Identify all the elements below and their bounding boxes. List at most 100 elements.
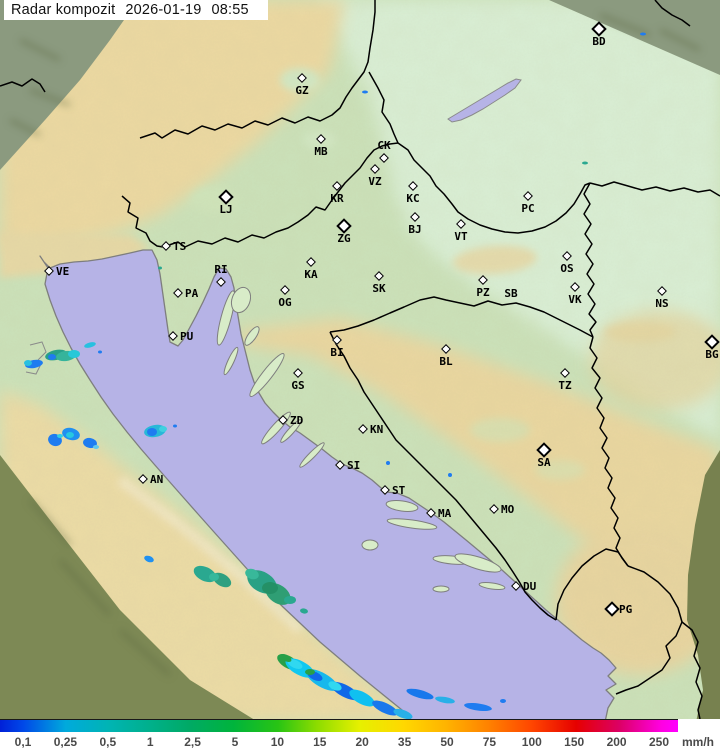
- city-label-gz: GZ: [295, 84, 309, 97]
- diamond-icon: [278, 415, 288, 425]
- scale-tick: 1: [146, 735, 154, 749]
- city-label-du: DU: [523, 580, 537, 593]
- diamond-icon: [426, 508, 436, 518]
- city-label-vz: VZ: [368, 175, 382, 188]
- city-label-sa: SA: [537, 456, 551, 469]
- scale-tick: 100: [521, 735, 542, 749]
- city-label-mb: MB: [314, 145, 328, 158]
- rain-echo: [464, 703, 492, 711]
- city-label-ma: MA: [438, 507, 452, 520]
- diamond-icon: [358, 424, 368, 434]
- city-label-gs: GS: [291, 379, 305, 392]
- city-label-pg: PG: [619, 603, 633, 616]
- scale-tick: 0,25: [53, 735, 78, 749]
- scale-tick: 0,1: [14, 735, 32, 749]
- rain-echo: [305, 669, 315, 675]
- diamond-icon: [332, 335, 342, 345]
- city-label-sk: SK: [372, 282, 386, 295]
- scale-tick: 2,5: [184, 735, 201, 749]
- city-label-bd: BD: [592, 35, 606, 48]
- diamond-icon: [441, 344, 451, 354]
- diamond-icon: [44, 266, 54, 276]
- title-bar: Radar kompozit 2026-01-19 08:55: [4, 0, 268, 20]
- scale-tick: 10: [270, 735, 285, 749]
- diamond-icon: [523, 191, 533, 201]
- country-borders: [0, 0, 720, 719]
- scale-tick: 250: [648, 735, 670, 749]
- scale-tick: 200: [606, 735, 627, 749]
- rain-echo: [245, 568, 259, 580]
- rain-echo: [147, 428, 157, 436]
- rain-echo: [66, 432, 74, 438]
- diamond-icon: [216, 277, 226, 287]
- city-label-bg: BG: [705, 348, 719, 361]
- city-label-os: OS: [560, 262, 574, 275]
- rain-echo: [500, 699, 506, 703]
- scale-tick: 35: [397, 735, 412, 749]
- diamond-icon: [408, 181, 418, 191]
- out-of-range-regions: [0, 0, 720, 719]
- diamond-icon: [604, 601, 620, 617]
- rain-echo: [372, 700, 398, 716]
- rain-echo: [640, 32, 646, 36]
- diamond-icon: [161, 241, 171, 251]
- city-label-ri: RI: [214, 263, 228, 276]
- rain-echo: [386, 461, 390, 465]
- city-label-ck: CK: [377, 139, 391, 152]
- diamond-icon: [570, 282, 580, 292]
- diamond-icon: [297, 73, 307, 83]
- map-graphic: [0, 0, 720, 719]
- product-title: Radar kompozit: [11, 2, 116, 18]
- city-label-pc: PC: [521, 202, 535, 215]
- diamond-icon: [489, 504, 499, 514]
- city-label-vk: VK: [568, 293, 582, 306]
- rain-echo: [84, 342, 96, 348]
- diamond-icon: [280, 285, 290, 295]
- diamond-icon: [511, 581, 521, 591]
- diamond-icon: [173, 288, 183, 298]
- rain-echo: [48, 354, 56, 360]
- rain-echo: [362, 90, 368, 94]
- diamond-icon: [370, 164, 380, 174]
- scale-tick: 0,5: [99, 735, 117, 749]
- scale-unit: mm/h: [682, 735, 715, 749]
- rain-echo: [159, 426, 167, 432]
- scale-tick: 5: [231, 735, 239, 749]
- city-label-zd: ZD: [290, 414, 304, 427]
- rain-echo: [280, 654, 292, 662]
- rain-echo: [83, 437, 97, 449]
- city-label-ka: KA: [304, 268, 318, 281]
- diamond-icon: [316, 134, 326, 144]
- rain-echo: [93, 445, 99, 449]
- city-label-bl: BL: [439, 355, 453, 368]
- city-label-an: AN: [150, 473, 164, 486]
- lake-balaton: [447, 78, 522, 123]
- city-label-pz: PZ: [476, 286, 490, 299]
- scale-tick: 150: [564, 735, 585, 749]
- rain-echo: [300, 608, 308, 614]
- time-label: 08:55: [211, 2, 249, 18]
- rain-echo: [287, 659, 303, 669]
- city-label-ts: TS: [173, 240, 187, 253]
- diamond-icon: [168, 331, 178, 341]
- rain-echo: [98, 350, 102, 354]
- city-marker-layer: VE TS RI PA PU OG KA SK GS ZD BI KN SI ST MA MO DU AN LJ ZG…: [44, 21, 720, 617]
- diamond-icon: [379, 153, 389, 163]
- city-label-pu: PU: [180, 330, 194, 343]
- diamond-icon: [657, 286, 667, 296]
- diamond-icon: [456, 219, 466, 229]
- intensity-colorbar: [0, 719, 678, 732]
- date-label: 2026-01-19: [125, 2, 202, 18]
- rain-echo: [328, 681, 342, 691]
- rain-echo: [57, 434, 63, 438]
- rain-echo: [448, 473, 452, 477]
- rain-echo: [209, 573, 219, 581]
- radar-echoes: [24, 32, 646, 719]
- adriatic-sea: [39, 249, 617, 719]
- rain-echo: [158, 266, 162, 270]
- city-label-bj: BJ: [408, 223, 422, 236]
- diamond-icon: [410, 212, 420, 222]
- intensity-legend: 0,1 0,25 0,5 1 2,5 5 10 15 20 35 50 75 100 150 200 250 m…: [0, 719, 720, 751]
- diamond-icon: [380, 485, 390, 495]
